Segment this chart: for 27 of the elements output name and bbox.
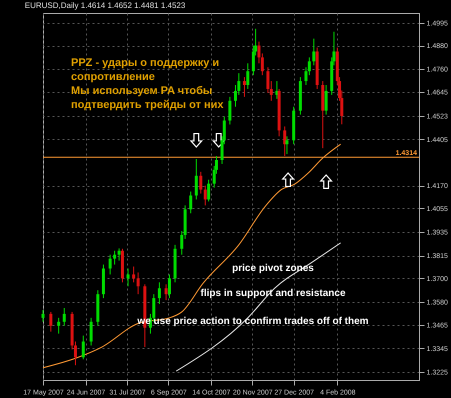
candlestick — [113, 250, 116, 266]
candlestick — [242, 76, 246, 98]
candlestick — [108, 254, 112, 275]
candlestick — [158, 282, 161, 305]
candlestick — [204, 185, 207, 206]
candlestick — [194, 158, 198, 200]
candlestick — [62, 307, 66, 326]
candlestick — [228, 96, 232, 125]
candlestick — [199, 171, 202, 194]
candlestick — [42, 309, 44, 322]
candlestick — [82, 335, 85, 360]
candlestick — [246, 62, 250, 90]
chart-title: EURUSD,Daily 1.4614 1.4652 1.4481 1.4523 — [24, 1, 186, 10]
candlestick — [90, 317, 93, 346]
candlestick — [49, 311, 52, 332]
candlestick — [132, 266, 136, 283]
candlestick — [164, 284, 168, 301]
candlestick — [189, 191, 192, 214]
candlestick — [126, 268, 130, 287]
annotation: PPZ - удары о поддержку и сопротивление — [71, 57, 220, 83]
candlestick — [283, 126, 286, 157]
annotation: Мы используем PA чтобы подтвердить трейды от них — [71, 85, 224, 111]
candlestick — [324, 84, 328, 116]
candlestick — [168, 274, 171, 299]
candlestick — [136, 272, 140, 295]
candlestick — [207, 179, 210, 202]
candlestick — [312, 38, 316, 66]
